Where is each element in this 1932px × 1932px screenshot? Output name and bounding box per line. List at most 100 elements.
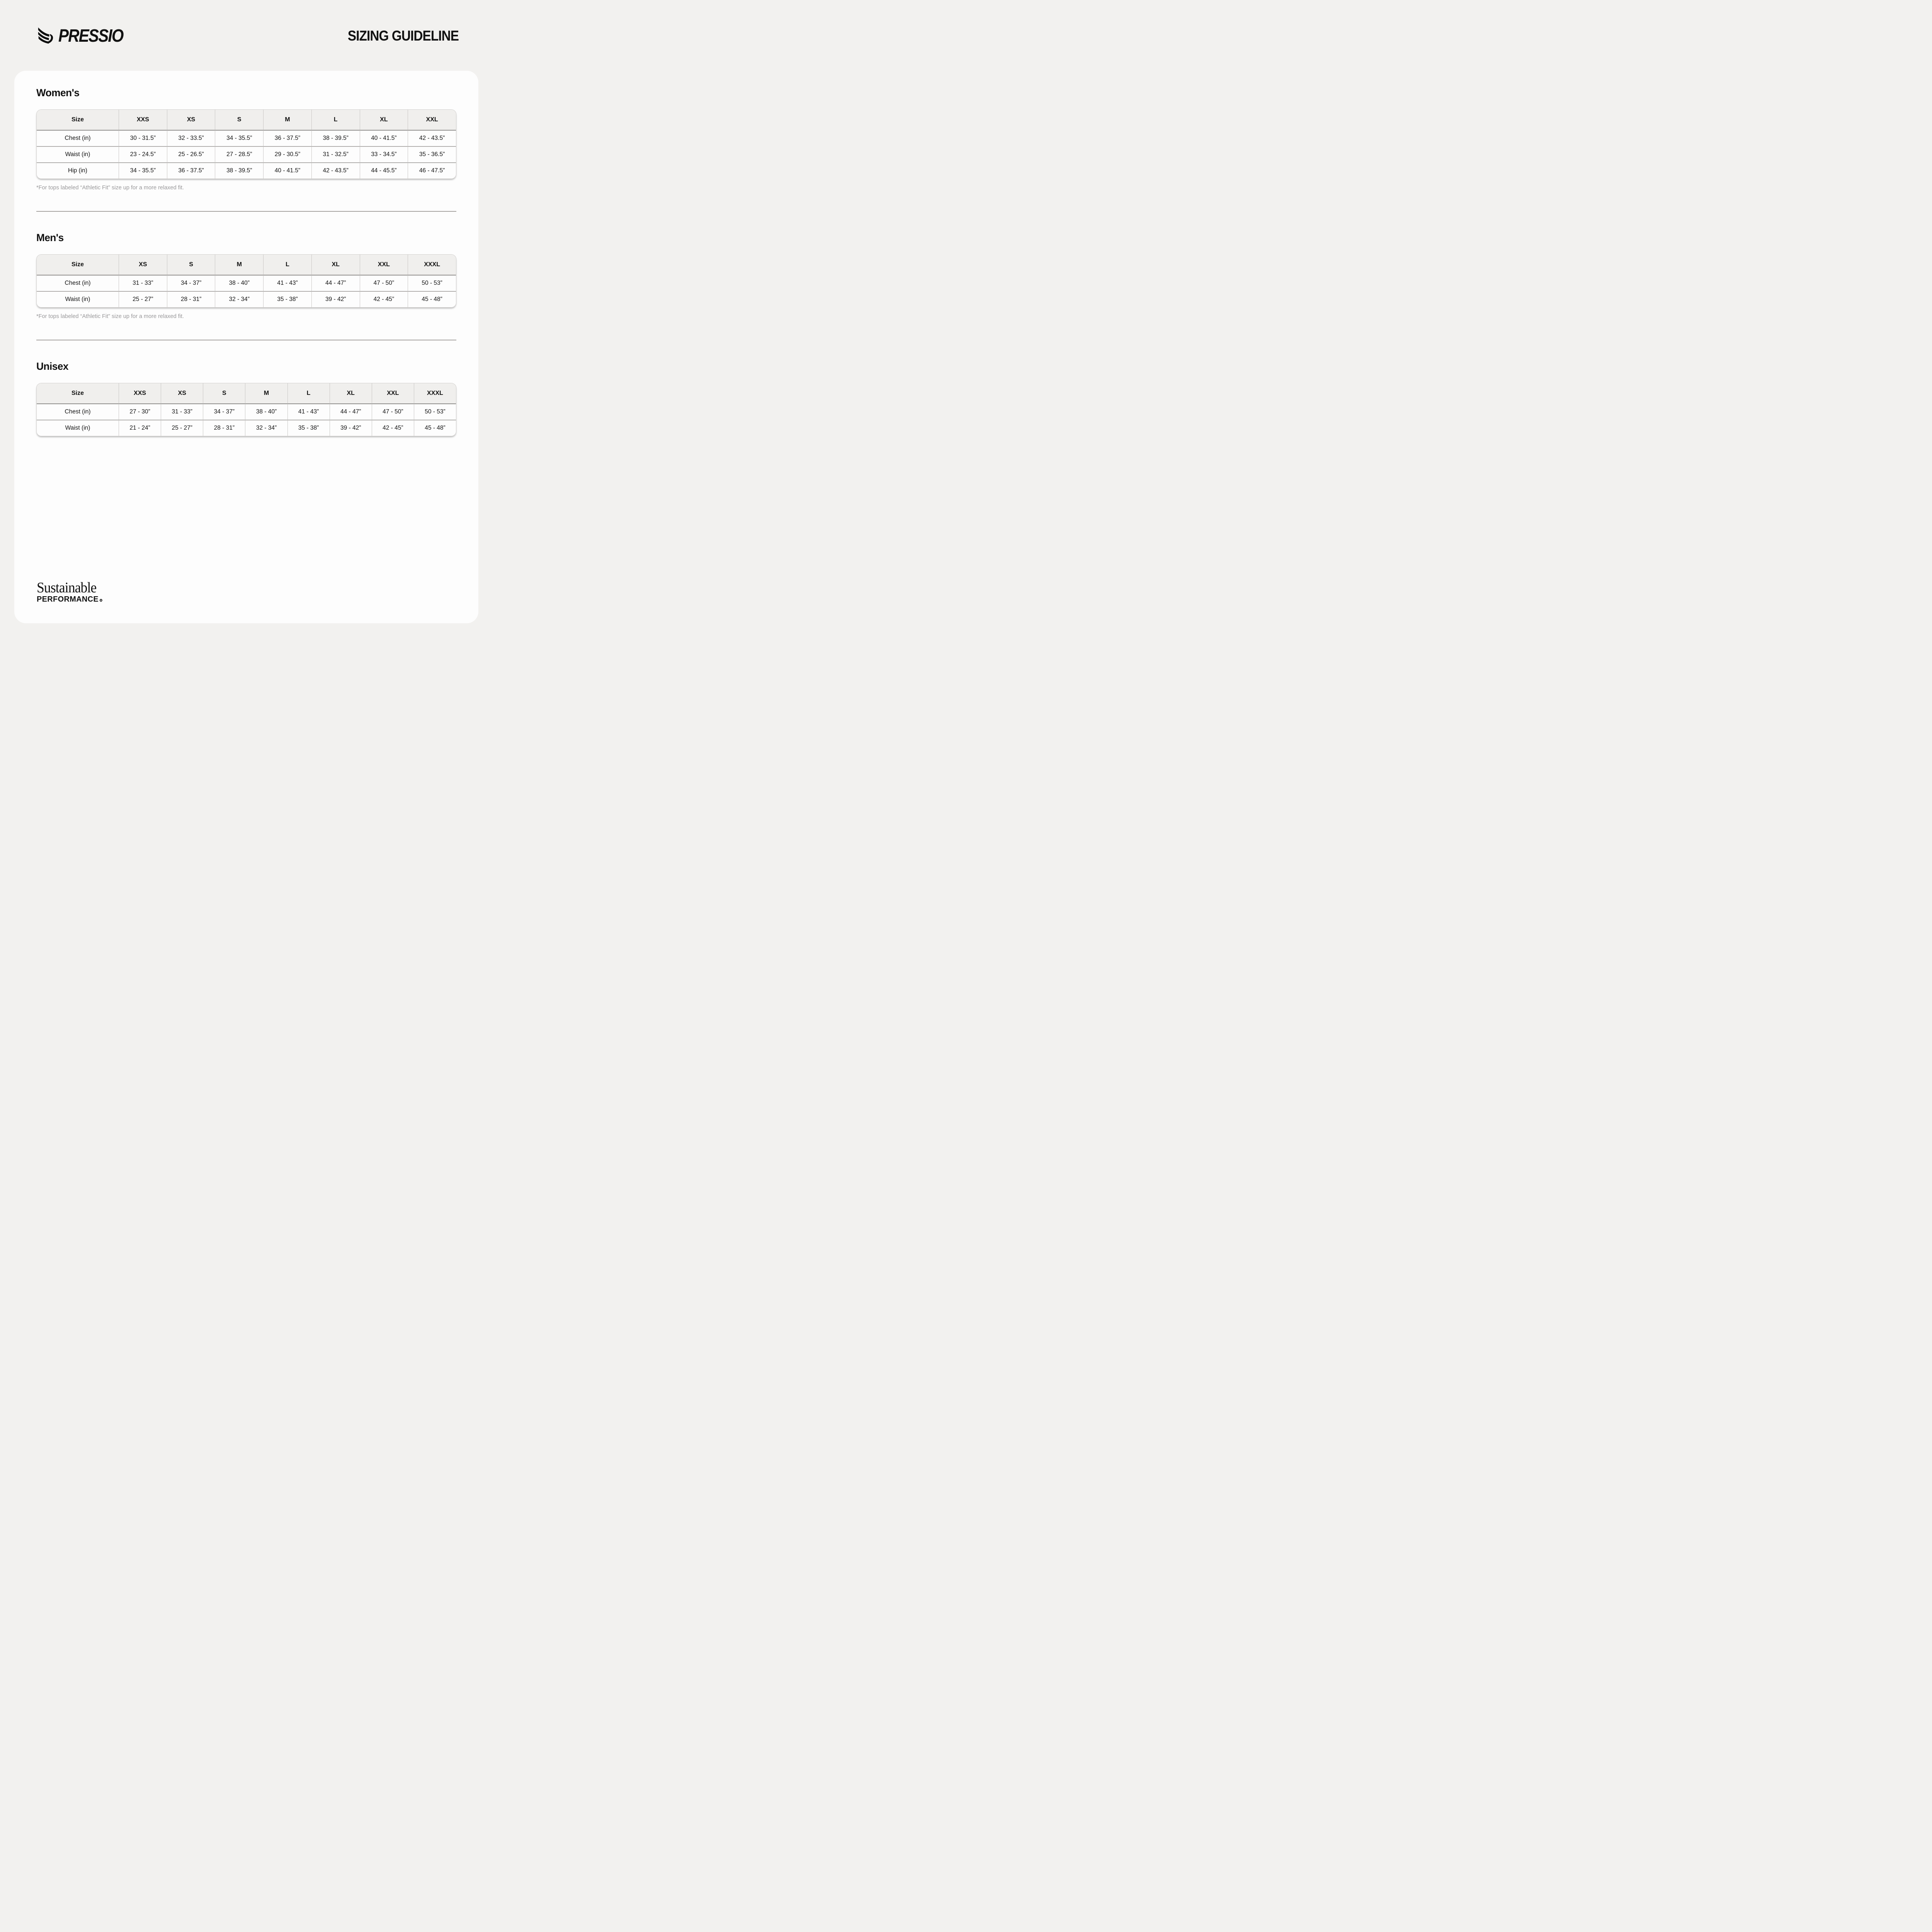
size-value-cell: 31 - 33” xyxy=(161,403,203,420)
column-header: XL xyxy=(311,255,360,275)
table-header-row: Size XXS XS S M L XL XXL XXXL xyxy=(37,383,456,403)
section-unisex: Unisex Size XXS XS S M L XL XXL XXXL Chest (in) 27 … xyxy=(36,340,456,436)
section-heading: Men's xyxy=(36,232,64,243)
size-value-cell: 46 - 47.5” xyxy=(408,162,456,179)
row-label: Chest (in) xyxy=(37,130,119,146)
size-value-cell: 38 - 40” xyxy=(245,403,287,420)
column-header: Size xyxy=(37,110,119,130)
column-header: L xyxy=(287,383,330,403)
table-row: Chest (in) 30 - 31.5” 32 - 33.5” 34 - 35.5”… xyxy=(37,130,456,146)
section-heading: Women's xyxy=(36,87,80,99)
size-value-cell: 42 - 43.5” xyxy=(408,130,456,146)
size-value-cell: 34 - 35.5” xyxy=(119,162,167,179)
size-value-cell: 34 - 37” xyxy=(203,403,245,420)
size-value-cell: 25 - 26.5” xyxy=(167,146,215,162)
size-value-cell: 41 - 43” xyxy=(287,403,330,420)
row-label: Waist (in) xyxy=(37,146,119,162)
row-label: Chest (in) xyxy=(37,403,119,420)
size-value-cell: 31 - 32.5” xyxy=(311,146,360,162)
size-value-cell: 29 - 30.5” xyxy=(263,146,311,162)
content-card: Women's Size XXS XS S M L XL XXL Chest (in) 30 - 3… xyxy=(14,71,478,623)
pressio-logo: PRESSIO xyxy=(37,27,132,44)
size-value-cell: 38 - 40” xyxy=(215,275,264,291)
men-s-size-table: Size XS S M L XL XXL XXXL Chest (in) 31 - 33” 34 -… xyxy=(36,254,456,308)
size-value-cell: 28 - 31” xyxy=(203,420,245,436)
size-value-cell: 42 - 45” xyxy=(359,291,408,307)
tagline-line1: Sustainable xyxy=(37,580,97,596)
size-value-cell: 35 - 36.5” xyxy=(408,146,456,162)
size-value-cell: 27 - 30” xyxy=(119,403,161,420)
column-header: S xyxy=(167,255,215,275)
table-row: Chest (in) 31 - 33” 34 - 37” 38 - 40” 41 - 4… xyxy=(37,275,456,291)
size-value-cell: 34 - 35.5” xyxy=(215,130,264,146)
unisex-size-table: Size XXS XS S M L XL XXL XXXL Chest (in) 27 - 30” 3… xyxy=(36,383,456,436)
size-value-cell: 38 - 39.5” xyxy=(311,130,360,146)
size-value-cell: 50 - 53” xyxy=(413,403,456,420)
table-row: Waist (in) 21 - 24” 25 - 27” 28 - 31” 32 - 3… xyxy=(37,420,456,436)
row-label: Waist (in) xyxy=(37,420,119,436)
size-value-cell: 41 - 43” xyxy=(263,275,311,291)
size-value-cell: 44 - 47” xyxy=(329,403,372,420)
size-value-cell: 45 - 48” xyxy=(408,291,456,307)
size-value-cell: 21 - 24” xyxy=(119,420,161,436)
size-value-cell: 47 - 50” xyxy=(359,275,408,291)
column-header: L xyxy=(311,110,360,130)
athletic-fit-footnote: *For tops labeled “Athletic Fit” size up… xyxy=(36,185,184,191)
size-value-cell: 42 - 43.5” xyxy=(311,162,360,179)
size-value-cell: 30 - 31.5” xyxy=(119,130,167,146)
size-value-cell: 39 - 42” xyxy=(311,291,360,307)
size-value-cell: 34 - 37” xyxy=(167,275,215,291)
size-value-cell: 36 - 37.5” xyxy=(167,162,215,179)
column-header: XL xyxy=(329,383,372,403)
column-header: XS xyxy=(161,383,203,403)
size-value-cell: 25 - 27” xyxy=(161,420,203,436)
column-header: M xyxy=(245,383,287,403)
section-women-s: Women's Size XXS XS S M L XL XXL Chest (in) 30 - 3… xyxy=(36,71,456,191)
pressio-wing-icon xyxy=(37,27,55,44)
column-header: L xyxy=(263,255,311,275)
size-value-cell: 36 - 37.5” xyxy=(263,130,311,146)
table-header-row: Size XXS XS S M L XL XXL xyxy=(37,110,456,130)
table-row: Waist (in) 23 - 24.5” 25 - 26.5” 27 - 28.5”… xyxy=(37,146,456,162)
row-label: Chest (in) xyxy=(37,275,119,291)
column-header: XXS xyxy=(119,383,161,403)
size-value-cell: 47 - 50” xyxy=(371,403,414,420)
page-title: SIZING GUIDELINE xyxy=(347,27,459,44)
table-row: Waist (in) 25 - 27” 28 - 31” 32 - 34” 35 - 3… xyxy=(37,291,456,307)
size-value-cell: 50 - 53” xyxy=(408,275,456,291)
athletic-fit-footnote: *For tops labeled “Athletic Fit” size up… xyxy=(36,313,184,320)
size-value-cell: 27 - 28.5” xyxy=(215,146,264,162)
size-value-cell: 39 - 42” xyxy=(329,420,372,436)
tagline-line2-text: PERFORMANCE xyxy=(37,595,99,604)
column-header: XXXL xyxy=(413,383,456,403)
table-row: Chest (in) 27 - 30” 31 - 33” 34 - 37” 38 - 4… xyxy=(37,403,456,420)
column-header: XXXL xyxy=(408,255,456,275)
size-value-cell: 38 - 39.5” xyxy=(215,162,264,179)
tagline: Sustainable PERFORMANCE xyxy=(37,581,104,604)
tagline-line2: PERFORMANCE xyxy=(37,595,102,604)
size-value-cell: 33 - 34.5” xyxy=(359,146,408,162)
top-bar: PRESSIO SIZING GUIDELINE xyxy=(0,0,493,46)
size-value-cell: 44 - 45.5” xyxy=(359,162,408,179)
size-value-cell: 40 - 41.5” xyxy=(359,130,408,146)
size-sections: Women's Size XXS XS S M L XL XXL Chest (in) 30 - 3… xyxy=(36,71,456,436)
pressio-logo-text: PRESSIO xyxy=(58,26,124,46)
size-value-cell: 28 - 31” xyxy=(167,291,215,307)
row-label: Waist (in) xyxy=(37,291,119,307)
column-header: XL xyxy=(359,110,408,130)
column-header: M xyxy=(263,110,311,130)
section-divider xyxy=(36,211,456,212)
table-header-row: Size XS S M L XL XXL XXXL xyxy=(37,255,456,275)
size-value-cell: 45 - 48” xyxy=(413,420,456,436)
size-value-cell: 32 - 34” xyxy=(245,420,287,436)
women-s-size-table: Size XXS XS S M L XL XXL Chest (in) 30 - 31.5” 32 … xyxy=(36,109,456,179)
column-header: XXL xyxy=(359,255,408,275)
column-header: XXL xyxy=(371,383,414,403)
size-value-cell: 35 - 38” xyxy=(287,420,330,436)
size-value-cell: 40 - 41.5” xyxy=(263,162,311,179)
column-header: XS xyxy=(119,255,167,275)
ring-icon xyxy=(99,599,102,602)
column-header: XXL xyxy=(408,110,456,130)
size-value-cell: 23 - 24.5” xyxy=(119,146,167,162)
size-value-cell: 32 - 34” xyxy=(215,291,264,307)
